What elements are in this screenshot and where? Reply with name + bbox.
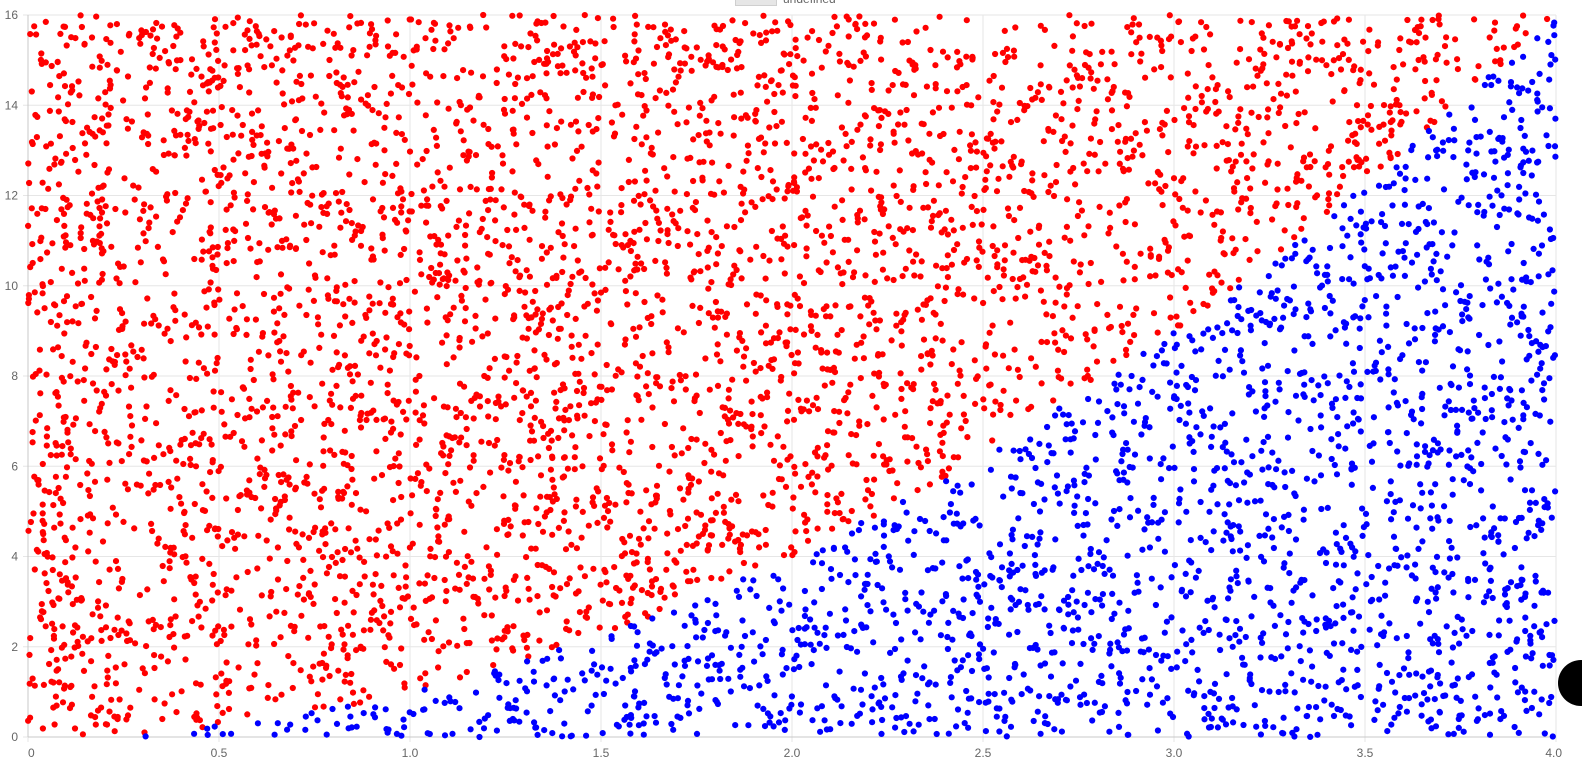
x-tick-label: 0.5 — [211, 746, 228, 760]
x-tick-label: 3.0 — [1166, 746, 1183, 760]
y-tick-label: 8 — [11, 369, 18, 383]
y-tick-label: 16 — [5, 8, 19, 22]
x-tick-label: 4.0 — [1545, 746, 1562, 760]
x-tick-label: 2.5 — [975, 746, 992, 760]
x-tick-label: 0 — [28, 746, 35, 760]
y-tick-label: 6 — [11, 459, 18, 473]
x-tick-label: 2.0 — [784, 746, 801, 760]
series-above-points — [25, 12, 1550, 737]
y-tick-label: 14 — [5, 98, 19, 112]
y-tick-label: 0 — [11, 730, 18, 744]
y-tick-label: 4 — [11, 550, 18, 564]
x-tick-label: 1.0 — [402, 746, 419, 760]
y-tick-label: 12 — [5, 189, 19, 203]
x-tick-label: 1.5 — [593, 746, 610, 760]
x-tick-label: 3.5 — [1357, 746, 1374, 760]
y-tick-label: 2 — [11, 640, 18, 654]
y-tick-label: 10 — [5, 279, 19, 293]
